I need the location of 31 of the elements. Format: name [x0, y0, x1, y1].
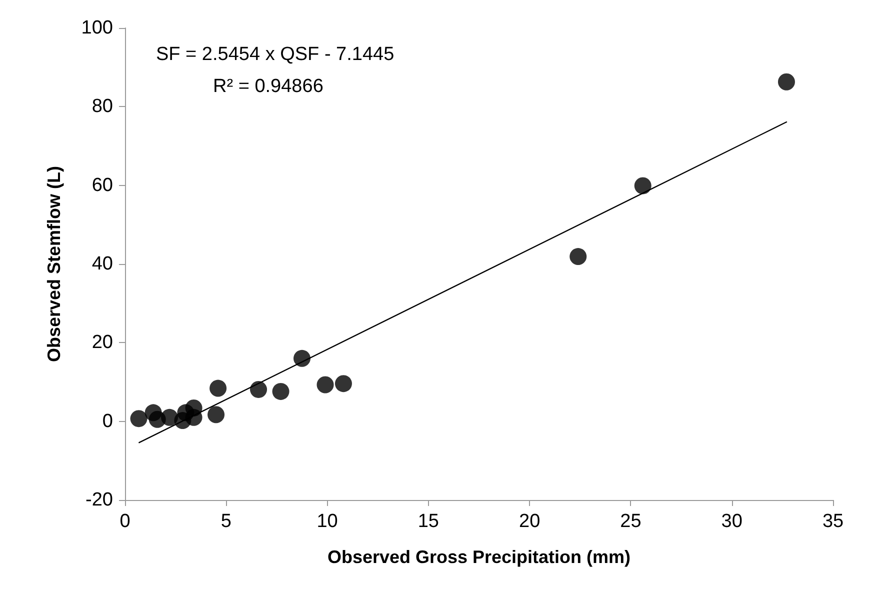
x-tick-label: 10	[316, 511, 338, 532]
x-tick-label: 20	[519, 511, 540, 532]
y-tick-label: 80	[92, 96, 113, 118]
x-tick-label: 25	[620, 511, 642, 532]
point	[272, 382, 290, 400]
x-tick-label: 35	[822, 511, 844, 532]
y-tick-label: -20	[86, 490, 113, 510]
annotation: SF = 2.5454 x QSF - 7.1445	[156, 44, 394, 65]
point	[130, 410, 148, 428]
point	[778, 73, 795, 90]
y-tick-label: 100	[81, 18, 113, 38]
y-tick-label: 0	[102, 410, 113, 432]
annotation: R² = 0.94866	[213, 76, 324, 97]
x-axis-title: Observed Gross Precipitation (mm)	[327, 547, 631, 567]
point	[294, 350, 310, 367]
point	[570, 248, 587, 266]
point	[208, 406, 225, 424]
point	[185, 408, 202, 426]
point	[210, 380, 227, 397]
y-tick-label: 20	[92, 332, 113, 354]
y-tick-label: 40	[92, 254, 113, 274]
point	[334, 375, 352, 392]
point	[634, 177, 652, 194]
x-tick-label: 0	[120, 511, 130, 532]
x-tick-label: 15	[418, 511, 439, 532]
y-axis-title: Observed Stemflow (L)	[44, 166, 64, 362]
x-tick-label: 30	[721, 511, 742, 532]
y-tick-label: 60	[92, 174, 113, 196]
x-tick-label: 5	[220, 511, 232, 532]
point	[250, 380, 268, 398]
point	[316, 376, 334, 394]
